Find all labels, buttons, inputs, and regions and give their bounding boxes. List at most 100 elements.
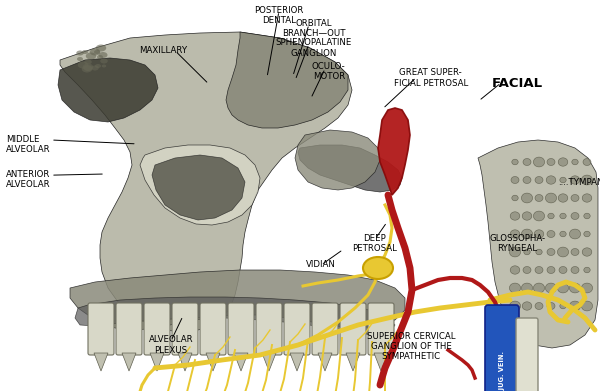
Ellipse shape: [511, 176, 519, 183]
Text: ANTERIOR
ALVEOLAR: ANTERIOR ALVEOLAR: [6, 170, 50, 190]
Ellipse shape: [523, 267, 531, 273]
Ellipse shape: [78, 61, 88, 68]
Ellipse shape: [560, 231, 566, 237]
FancyBboxPatch shape: [88, 303, 114, 355]
Polygon shape: [478, 140, 598, 348]
Ellipse shape: [512, 195, 518, 201]
Ellipse shape: [560, 303, 566, 309]
Text: FACIAL: FACIAL: [491, 77, 543, 90]
FancyBboxPatch shape: [284, 303, 310, 355]
Ellipse shape: [522, 302, 532, 310]
Ellipse shape: [86, 52, 96, 59]
Ellipse shape: [523, 158, 531, 165]
Ellipse shape: [363, 257, 393, 279]
Polygon shape: [70, 270, 405, 330]
FancyBboxPatch shape: [340, 303, 366, 355]
Polygon shape: [122, 353, 136, 371]
Ellipse shape: [510, 230, 520, 238]
Ellipse shape: [90, 48, 100, 56]
Polygon shape: [152, 155, 245, 220]
Ellipse shape: [533, 157, 545, 167]
Polygon shape: [378, 108, 410, 195]
Ellipse shape: [581, 283, 593, 293]
Polygon shape: [374, 353, 388, 371]
Polygon shape: [262, 353, 276, 371]
Text: OCULO-
MOTOR: OCULO- MOTOR: [312, 62, 346, 81]
Text: INT. JUG. VEIN.: INT. JUG. VEIN.: [499, 350, 505, 391]
Ellipse shape: [533, 283, 545, 293]
Polygon shape: [58, 58, 158, 122]
Ellipse shape: [77, 57, 83, 61]
FancyBboxPatch shape: [485, 305, 519, 391]
FancyBboxPatch shape: [144, 303, 170, 355]
Ellipse shape: [547, 267, 555, 273]
Ellipse shape: [82, 50, 88, 54]
FancyBboxPatch shape: [172, 303, 198, 355]
FancyBboxPatch shape: [228, 303, 254, 355]
FancyBboxPatch shape: [256, 303, 282, 355]
Ellipse shape: [571, 212, 579, 219]
Ellipse shape: [560, 213, 566, 219]
Ellipse shape: [547, 303, 555, 310]
Text: DEEP
PETROSAL: DEEP PETROSAL: [353, 234, 397, 253]
FancyBboxPatch shape: [312, 303, 338, 355]
Ellipse shape: [570, 176, 580, 184]
Text: ORBITAL
BRANCH—OUT: ORBITAL BRANCH—OUT: [282, 19, 346, 38]
Polygon shape: [150, 353, 164, 371]
Ellipse shape: [509, 301, 521, 311]
Ellipse shape: [569, 229, 581, 239]
Polygon shape: [60, 32, 352, 332]
Polygon shape: [94, 353, 108, 371]
Ellipse shape: [536, 249, 542, 255]
Ellipse shape: [547, 231, 555, 237]
Ellipse shape: [510, 266, 520, 274]
Polygon shape: [298, 145, 402, 192]
Ellipse shape: [560, 177, 566, 183]
FancyBboxPatch shape: [116, 303, 142, 355]
Ellipse shape: [569, 301, 581, 311]
Polygon shape: [295, 130, 380, 190]
Text: ....TYMPANIC: ....TYMPANIC: [558, 178, 600, 187]
Ellipse shape: [82, 66, 92, 72]
Ellipse shape: [84, 59, 92, 65]
Ellipse shape: [558, 158, 568, 166]
Ellipse shape: [572, 159, 578, 165]
Text: VIDIAN: VIDIAN: [306, 260, 336, 269]
Ellipse shape: [548, 213, 554, 219]
Ellipse shape: [522, 212, 532, 220]
Ellipse shape: [571, 194, 579, 201]
Polygon shape: [290, 353, 304, 371]
Ellipse shape: [97, 55, 103, 59]
Text: MAXILLARY: MAXILLARY: [139, 46, 187, 55]
Ellipse shape: [533, 211, 545, 221]
Ellipse shape: [535, 267, 543, 273]
Text: ALVEOLAR
PLEXUS: ALVEOLAR PLEXUS: [149, 335, 193, 355]
Ellipse shape: [521, 229, 533, 239]
Ellipse shape: [76, 50, 84, 56]
Ellipse shape: [521, 193, 533, 203]
Ellipse shape: [95, 64, 101, 68]
Ellipse shape: [94, 50, 100, 54]
Text: SUPERIOR CERVICAL
GANGLION OF THE
SYMPATHETIC: SUPERIOR CERVICAL GANGLION OF THE SYMPAT…: [367, 332, 455, 361]
Ellipse shape: [557, 283, 569, 293]
Text: POSTERIOR
DENTAL: POSTERIOR DENTAL: [254, 6, 304, 25]
Ellipse shape: [524, 249, 530, 255]
Ellipse shape: [581, 175, 593, 185]
Ellipse shape: [100, 59, 108, 63]
Ellipse shape: [583, 158, 591, 165]
Ellipse shape: [584, 267, 590, 273]
Ellipse shape: [569, 283, 581, 293]
Ellipse shape: [584, 231, 590, 237]
Text: GREAT SUPER-
FICIAL PETROSAL: GREAT SUPER- FICIAL PETROSAL: [394, 68, 468, 88]
Ellipse shape: [545, 193, 557, 203]
Ellipse shape: [83, 63, 93, 70]
Ellipse shape: [509, 247, 521, 257]
FancyBboxPatch shape: [368, 303, 394, 355]
Polygon shape: [206, 353, 220, 371]
Ellipse shape: [83, 65, 92, 71]
Polygon shape: [226, 32, 348, 128]
Text: SPHENOPALATINE
GANGLION: SPHENOPALATINE GANGLION: [275, 38, 352, 58]
Ellipse shape: [558, 194, 568, 202]
Ellipse shape: [91, 66, 99, 70]
Ellipse shape: [582, 248, 592, 256]
